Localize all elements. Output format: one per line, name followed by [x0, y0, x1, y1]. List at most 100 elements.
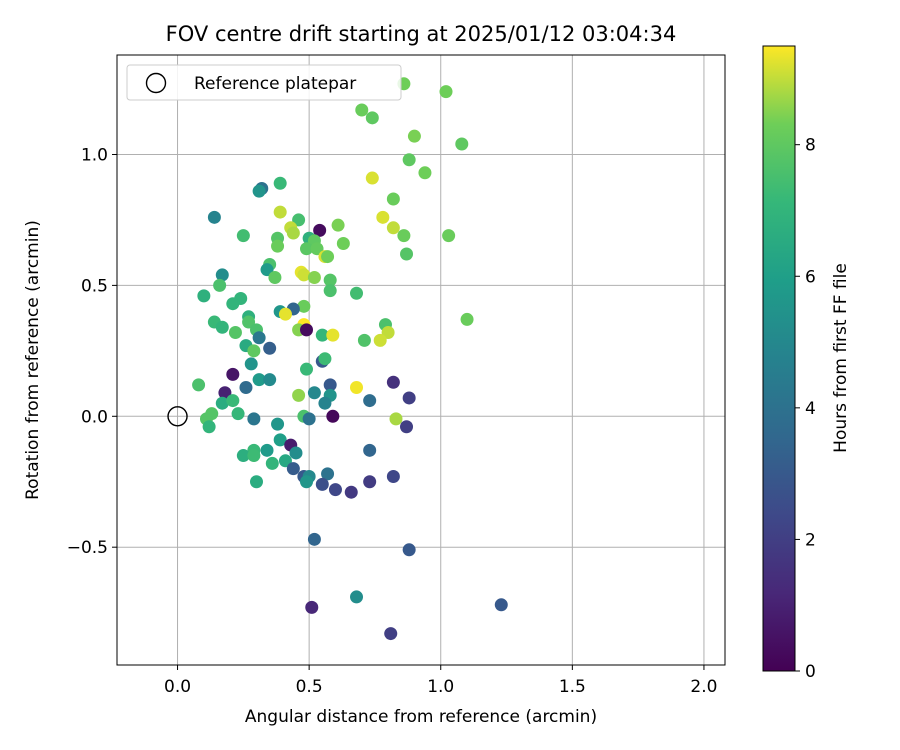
data-point	[218, 386, 232, 400]
data-point	[389, 412, 403, 426]
plot-frame	[116, 54, 726, 666]
data-point	[231, 407, 245, 421]
data-point	[244, 357, 258, 371]
y-tick-label: 0.0	[81, 407, 108, 427]
data-point	[202, 420, 216, 434]
x-axis-ticks: 0.0 0.5 1.0 1.5 2.0	[164, 665, 717, 697]
data-point	[363, 394, 377, 408]
data-point	[402, 153, 416, 167]
data-point	[247, 412, 261, 426]
data-point	[215, 268, 229, 282]
data-point	[397, 229, 411, 243]
data-point	[297, 268, 311, 282]
scatter-points	[192, 77, 508, 641]
colorbar-label: Hours from first FF file	[831, 263, 851, 453]
data-point	[307, 532, 321, 546]
data-point	[247, 344, 261, 358]
data-point	[331, 218, 345, 232]
data-point	[302, 412, 316, 426]
y-axis-label: Rotation from reference (arcmin)	[23, 220, 43, 500]
data-point	[418, 166, 432, 180]
data-point	[400, 420, 414, 434]
colorbar-tick-label: 0	[805, 662, 816, 682]
chart-title: FOV centre drift starting at 2025/01/12 …	[166, 22, 677, 46]
data-point	[300, 242, 314, 256]
data-point	[386, 221, 400, 235]
legend: Reference platepar	[126, 64, 402, 101]
data-point	[386, 192, 400, 206]
data-point	[365, 111, 379, 125]
data-point	[207, 210, 221, 224]
data-point	[400, 247, 414, 261]
data-point	[373, 333, 387, 347]
colorbar-tick-label: 8	[805, 136, 816, 156]
data-point	[350, 286, 364, 300]
y-tick-label: −0.5	[67, 538, 108, 558]
data-point	[460, 312, 474, 326]
data-point	[236, 229, 250, 243]
grid-lines	[117, 55, 725, 665]
data-point	[439, 85, 453, 99]
data-point	[260, 443, 274, 457]
x-tick-label: 0.5	[296, 677, 323, 697]
data-point	[381, 326, 395, 340]
data-point	[386, 375, 400, 389]
data-point	[252, 331, 266, 345]
data-point	[357, 333, 371, 347]
y-tick-label: 1.0	[81, 145, 108, 165]
data-point	[321, 250, 335, 264]
colorbar: 0 2 4 6 8 Hours from first FF file	[762, 45, 851, 682]
data-point	[323, 273, 337, 287]
data-point	[226, 367, 240, 381]
data-point	[363, 443, 377, 457]
data-point	[286, 462, 300, 476]
data-point	[300, 323, 314, 337]
data-point	[442, 229, 456, 243]
data-point	[215, 320, 229, 334]
data-point	[292, 213, 306, 227]
data-point	[292, 388, 306, 402]
data-point	[239, 380, 253, 394]
legend-box	[126, 64, 402, 101]
data-point	[213, 278, 227, 292]
colorbar-tick-label: 6	[805, 267, 816, 287]
y-tick-label: 0.5	[81, 276, 108, 296]
colorbar-gradient	[762, 45, 796, 672]
data-point	[289, 446, 303, 460]
data-point	[350, 590, 364, 604]
data-point	[310, 242, 324, 256]
data-point	[386, 470, 400, 484]
data-point	[263, 373, 277, 387]
data-point	[226, 297, 240, 311]
data-point	[307, 271, 321, 285]
colorbar-tick-label: 2	[805, 530, 816, 550]
y-axis-ticks: −0.5 0.0 0.5 1.0	[67, 145, 117, 558]
data-point	[278, 454, 292, 468]
data-point	[315, 477, 329, 491]
data-point	[273, 176, 287, 190]
data-point	[350, 380, 364, 394]
data-point	[402, 543, 416, 557]
data-point	[236, 449, 250, 463]
data-point	[263, 341, 277, 355]
data-point	[365, 171, 379, 185]
data-point	[273, 205, 287, 219]
legend-marker-icon	[145, 72, 167, 94]
data-point	[271, 239, 285, 253]
data-point	[252, 184, 266, 198]
data-point	[494, 598, 508, 612]
data-point	[228, 326, 242, 340]
x-axis-label: Angular distance from reference (arcmin)	[245, 707, 597, 727]
data-point	[260, 263, 274, 277]
data-point	[249, 475, 263, 489]
data-point	[407, 129, 421, 143]
data-point	[273, 433, 287, 447]
data-point	[300, 475, 314, 489]
colorbar-tick-label: 4	[805, 399, 816, 419]
data-point	[328, 483, 342, 497]
x-tick-label: 2.0	[690, 677, 717, 697]
data-point	[355, 103, 369, 117]
data-point	[323, 378, 337, 392]
data-point	[344, 485, 358, 499]
